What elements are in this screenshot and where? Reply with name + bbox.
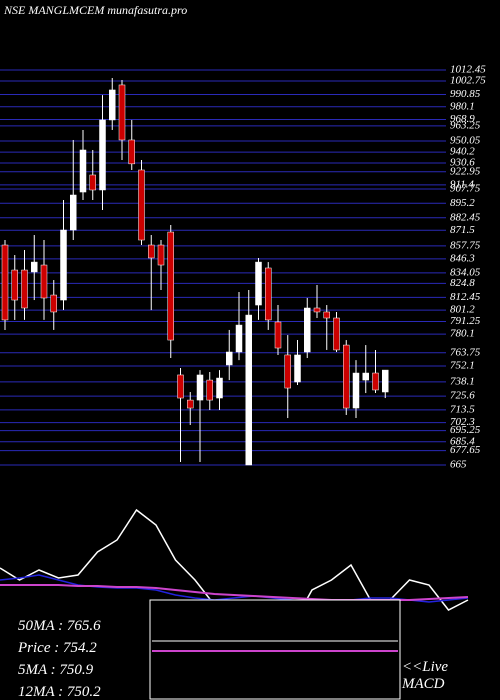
chart-title: NSE MANGLMCEM munafasutra.pro bbox=[3, 3, 187, 17]
info-label: Price : 754.2 bbox=[17, 640, 97, 656]
candle-body bbox=[372, 372, 379, 391]
y-tick-label: 801.2 bbox=[450, 304, 475, 316]
candle-body bbox=[50, 294, 57, 313]
candle-body bbox=[31, 261, 38, 273]
info-label: 12MA : 750.2 bbox=[18, 684, 101, 700]
candle-body bbox=[196, 374, 204, 401]
candle-body bbox=[255, 261, 262, 306]
candle-body bbox=[167, 231, 174, 341]
candle-body bbox=[148, 244, 155, 259]
y-tick-label: 846.3 bbox=[450, 252, 475, 264]
y-tick-label: 1002.75 bbox=[450, 75, 486, 87]
y-tick-label: 968.9 bbox=[450, 113, 475, 125]
candle-body bbox=[11, 269, 18, 301]
y-tick-label: 665 bbox=[450, 459, 467, 471]
candle-body bbox=[294, 354, 301, 383]
y-tick-label: 812.45 bbox=[450, 291, 481, 303]
y-tick-label: 791.25 bbox=[450, 315, 481, 327]
info-label: 50MA : 765.6 bbox=[18, 618, 101, 634]
candle-body bbox=[333, 317, 340, 351]
y-tick-label: 824.8 bbox=[450, 277, 475, 289]
candle-body bbox=[226, 351, 233, 366]
candle-body bbox=[313, 307, 321, 313]
candle-body bbox=[79, 149, 87, 193]
candle-body bbox=[89, 174, 96, 191]
info-labels: 50MA : 765.6 Price : 754.2 5MA : 750.9 12MA… bbox=[17, 618, 101, 700]
y-tick-label: 685.4 bbox=[450, 435, 475, 447]
candle-body bbox=[70, 194, 77, 231]
candle-body bbox=[21, 269, 28, 309]
candle-body bbox=[216, 377, 223, 399]
y-tick-label: 990.85 bbox=[450, 88, 481, 100]
candle-body bbox=[40, 264, 48, 299]
inset-box bbox=[149, 599, 401, 700]
y-tick-label: 940.2 bbox=[450, 146, 475, 158]
candle-body bbox=[1, 244, 9, 321]
y-tick-label: 677.65 bbox=[450, 444, 481, 456]
candles bbox=[1, 78, 389, 466]
candle-body bbox=[187, 399, 194, 409]
candle-body bbox=[109, 89, 116, 121]
candle-body bbox=[118, 84, 126, 141]
y-tick-label: 738.1 bbox=[450, 375, 475, 387]
y-tick-label: 752.1 bbox=[450, 360, 475, 372]
y-tick-label: 713.5 bbox=[450, 403, 475, 415]
y-tick-label: 882.45 bbox=[450, 211, 481, 223]
y-tick-label: 702.3 bbox=[450, 416, 475, 428]
candle-body bbox=[265, 267, 272, 321]
candle-body bbox=[382, 369, 389, 393]
candle-body bbox=[99, 119, 106, 191]
y-tick-label: 834.05 bbox=[450, 266, 481, 278]
y-tick-label: 980.1 bbox=[450, 100, 475, 112]
y-tick-label: 963.25 bbox=[450, 119, 481, 131]
candle-body bbox=[304, 307, 311, 353]
candle-body bbox=[343, 344, 350, 409]
y-tick-label: 1012.45 bbox=[450, 64, 486, 76]
y-tick-label: 895.2 bbox=[450, 197, 475, 209]
y-tick-label: 911.4 bbox=[450, 178, 474, 190]
macd-label: MACD bbox=[401, 676, 445, 692]
candle-body bbox=[284, 354, 291, 389]
y-tick-label: 695.25 bbox=[450, 424, 481, 436]
live-label: <<Live bbox=[402, 659, 448, 675]
candle-body bbox=[362, 372, 369, 381]
y-tick-label: 930.6 bbox=[450, 157, 475, 169]
candle-body bbox=[323, 311, 330, 319]
y-tick-label: 922.95 bbox=[450, 165, 481, 177]
candle-body bbox=[177, 374, 184, 399]
y-tick-label: 780.1 bbox=[450, 328, 475, 340]
y-tick-label: 857.75 bbox=[450, 239, 481, 251]
y-tick-label: 725.6 bbox=[450, 390, 475, 402]
info-label: 5MA : 750.9 bbox=[18, 662, 94, 678]
candle-body bbox=[245, 314, 252, 466]
candle-body bbox=[352, 372, 360, 409]
candle-body bbox=[60, 229, 67, 301]
candle-body bbox=[128, 139, 135, 165]
y-tick-label: 871.5 bbox=[450, 224, 475, 236]
candle-body bbox=[138, 169, 145, 241]
grid bbox=[0, 69, 446, 466]
y-tick-label: 763.75 bbox=[450, 346, 481, 358]
y-tick-label: 907.75 bbox=[450, 183, 481, 195]
candle-body bbox=[157, 244, 165, 266]
y-tick-label: 950.05 bbox=[450, 134, 481, 146]
candle-body bbox=[206, 379, 213, 401]
candle-body bbox=[235, 324, 243, 353]
candle-body bbox=[274, 321, 282, 349]
